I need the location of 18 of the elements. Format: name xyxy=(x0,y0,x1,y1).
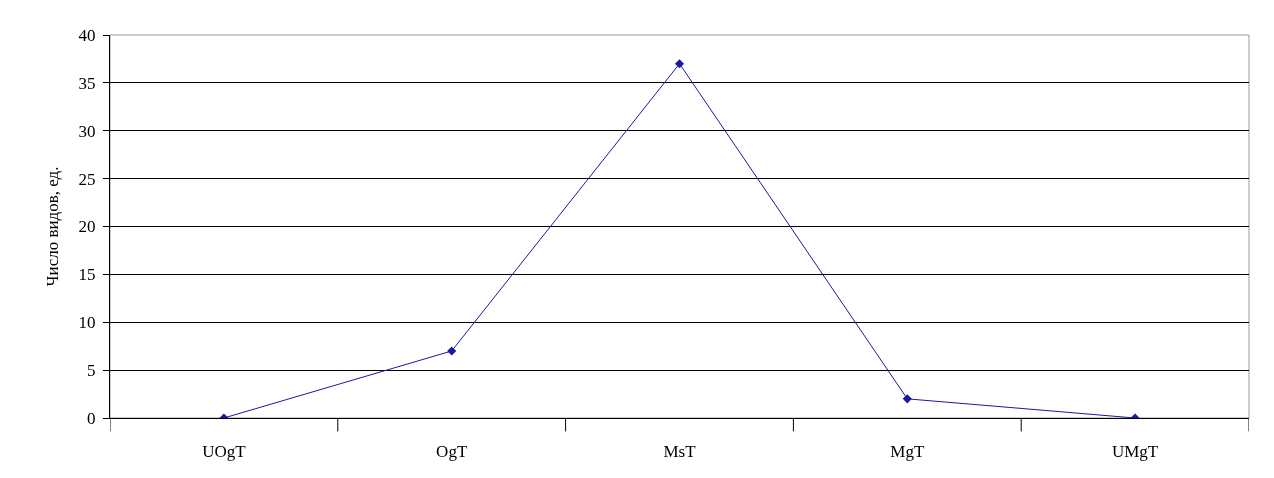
x-tick-label: MsT xyxy=(663,442,697,462)
y-axis-title: Число видов, ед. xyxy=(43,166,63,287)
y-tick-label: 20 xyxy=(78,217,96,237)
point xyxy=(674,59,685,69)
y-tick-label: 35 xyxy=(78,73,96,93)
point xyxy=(447,346,457,356)
x-tick-label: UOgT xyxy=(202,442,247,462)
y-tick-label: 40 xyxy=(78,25,96,45)
y-tick-label: 10 xyxy=(78,313,96,333)
point xyxy=(902,394,912,404)
y-tick-label: 15 xyxy=(78,265,96,285)
y-tick-label: 30 xyxy=(78,121,96,141)
x-tick-label: OgT xyxy=(436,442,468,462)
y-tick-label: 0 xyxy=(87,408,96,428)
y-tick-label: 25 xyxy=(78,169,96,189)
x-tick-label: UMgT xyxy=(1111,442,1159,462)
y-tick-label: 5 xyxy=(87,361,96,381)
x-tick-label: MgT xyxy=(890,442,925,462)
